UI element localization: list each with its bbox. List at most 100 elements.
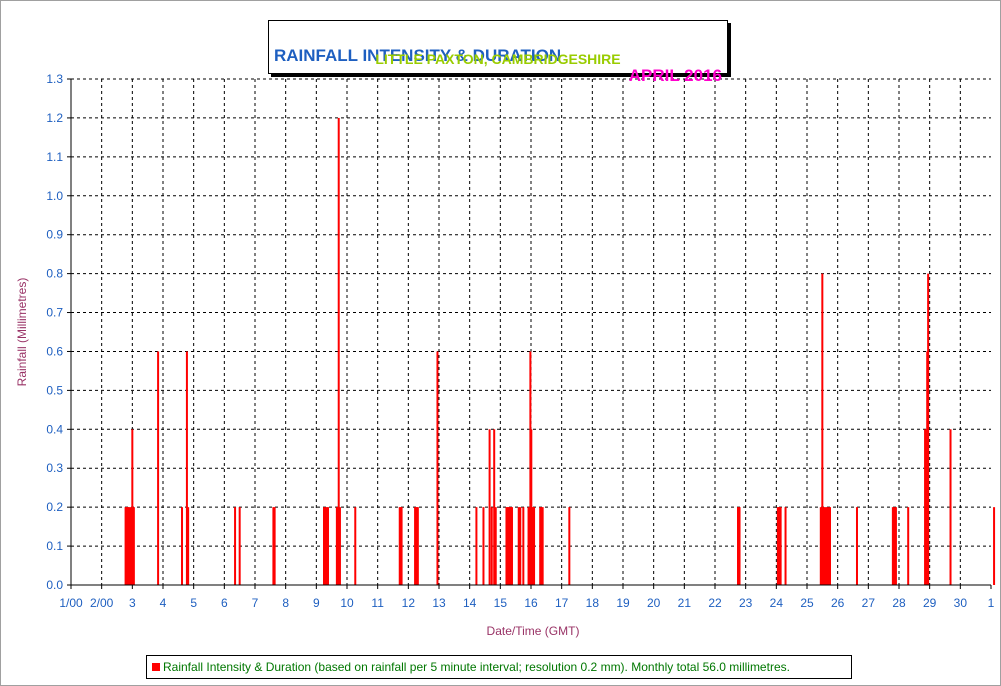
x-tick-label: 14 <box>463 596 477 610</box>
y-tick-label: 0.4 <box>46 422 63 436</box>
x-tick-label: 6 <box>221 596 228 610</box>
x-tick-label: 24 <box>770 596 784 610</box>
y-tick-label: 1.2 <box>46 111 63 125</box>
legend-swatch <box>152 663 160 671</box>
rainfall-bar <box>338 507 341 585</box>
title-date: APRIL 2016 <box>628 66 722 85</box>
rainfall-bar <box>493 429 496 585</box>
x-tick-label: 11 <box>371 596 384 610</box>
rainfall-bar <box>540 507 543 585</box>
rainfall-bar <box>181 507 184 585</box>
rainfall-bar <box>475 507 478 585</box>
rainfall-bar <box>519 507 522 585</box>
chart-title: RAINFALL INTENSITY & DURATION APRIL 2016 <box>269 26 727 106</box>
rainfall-bar <box>829 507 831 585</box>
y-tick-label: 0.2 <box>46 500 63 514</box>
x-tick-label: 7 <box>252 596 259 610</box>
rainfall-bar <box>157 351 160 585</box>
rainfall-bar <box>337 117 340 585</box>
rainfall-bar <box>738 507 741 585</box>
y-tick-label: 0.1 <box>46 539 63 553</box>
rainfall-bar <box>907 507 910 585</box>
rainfall-bar <box>822 507 825 585</box>
rainfall-bar <box>893 507 896 585</box>
rainfall-bar <box>490 507 493 585</box>
rainfall-bar <box>131 429 134 585</box>
x-tick-label: 27 <box>862 596 876 610</box>
rainfall-bar <box>568 507 571 585</box>
rainfall-bar <box>187 507 190 585</box>
rainfall-bar <box>819 507 822 585</box>
x-tick-label: 8 <box>282 596 289 610</box>
x-tick-label: 12 <box>402 596 416 610</box>
rainfall-bar <box>127 507 130 585</box>
rainfall-bar <box>185 351 188 585</box>
rainfall-bar <box>400 507 403 585</box>
rainfall-bar <box>517 507 520 585</box>
rainfall-bar <box>436 351 439 585</box>
rainfall-bar <box>827 507 830 585</box>
y-tick-label: 0.6 <box>46 344 63 358</box>
x-tick-label: 23 <box>739 596 753 610</box>
x-tick-label: 9 <box>313 596 320 610</box>
rainfall-bar <box>949 429 952 585</box>
x-tick-label: 19 <box>616 596 630 610</box>
rainfall-bar <box>541 507 544 585</box>
rainfall-bar <box>784 507 787 585</box>
y-tick-label: 0.9 <box>46 228 63 242</box>
rainfall-bar <box>737 507 739 585</box>
rainfall-bar <box>894 507 897 585</box>
y-axis-label: Rainfall (Millimetres) <box>15 278 29 387</box>
rainfall-bar <box>238 507 241 585</box>
x-tick-label: 10 <box>340 596 354 610</box>
rainfall-bar <box>354 507 357 585</box>
rainfall-bar <box>129 507 132 585</box>
x-axis-label: Date/Time (GMT) <box>487 624 580 638</box>
rainfall-bar <box>855 507 858 585</box>
x-tick-label: 15 <box>494 596 508 610</box>
y-tick-label: 1.0 <box>46 189 63 203</box>
rainfall-bar <box>510 507 513 585</box>
x-tick-label: 30 <box>954 596 968 610</box>
x-tick-label: 4 <box>160 596 167 610</box>
rainfall-bar <box>132 507 135 585</box>
x-tick-label: 26 <box>831 596 845 610</box>
x-tick-label: 21 <box>678 596 692 610</box>
y-tick-label: 0.5 <box>46 383 63 397</box>
rainfall-bar <box>993 507 996 585</box>
x-tick-label: 28 <box>892 596 906 610</box>
x-tick-label: 5 <box>190 596 197 610</box>
rainfall-bar <box>128 507 131 585</box>
rainfall-bar <box>779 507 782 585</box>
x-tick-label: 22 <box>708 596 722 610</box>
x-tick-label: 17 <box>555 596 569 610</box>
x-tick-label: 18 <box>586 596 600 610</box>
rainfall-bar <box>482 507 485 585</box>
rainfall-bar <box>416 507 419 585</box>
rainfall-bar <box>891 507 894 585</box>
x-tick-label: 16 <box>524 596 538 610</box>
rainfall-bar <box>234 507 237 585</box>
x-tick-label: 3 <box>129 596 136 610</box>
y-tick-label: 0.8 <box>46 267 63 281</box>
x-tick-label: 29 <box>923 596 937 610</box>
y-tick-label: 0.3 <box>46 461 63 475</box>
x-tick-label: 1 <box>988 596 995 610</box>
rainfall-bar <box>924 429 927 585</box>
y-tick-label: 1.3 <box>46 72 63 86</box>
y-tick-label: 1.1 <box>46 150 63 164</box>
y-tick-label: 0.0 <box>46 578 63 592</box>
x-tick-label: 1/00 <box>59 596 83 610</box>
chart-subtitle: LITTLE PAXTON, CAMBRIDGESHIRE <box>375 51 621 67</box>
legend-text: Rainfall Intensity & Duration (based on … <box>163 660 790 674</box>
rainfall-bar <box>533 507 536 585</box>
rainfall-bar <box>824 507 827 585</box>
rainfall-bar <box>326 507 329 585</box>
y-tick-label: 0.7 <box>46 306 63 320</box>
rainfall-bar <box>325 507 328 585</box>
rainfall-bar <box>539 507 542 585</box>
title-box: RAINFALL INTENSITY & DURATION APRIL 2016… <box>268 20 728 85</box>
legend: Rainfall Intensity & Duration (based on … <box>146 655 852 679</box>
rainfall-bar <box>821 273 824 585</box>
